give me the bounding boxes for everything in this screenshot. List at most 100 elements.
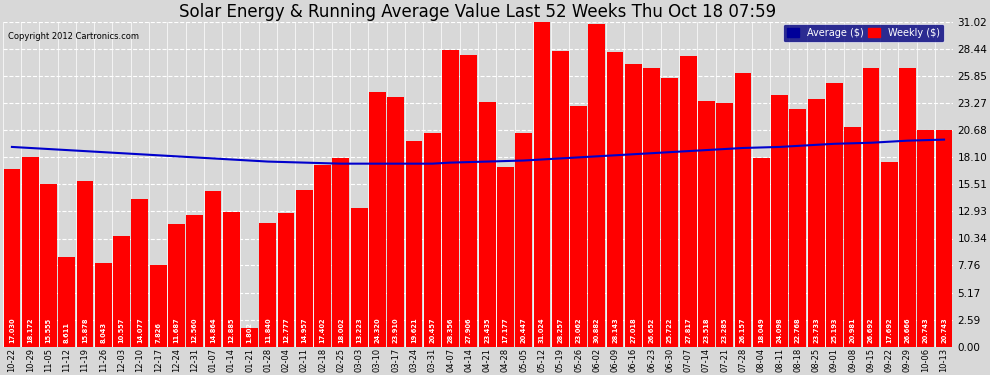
Bar xyxy=(918,130,935,346)
Text: 20.457: 20.457 xyxy=(430,318,436,344)
Bar xyxy=(242,328,258,346)
Bar xyxy=(771,95,788,346)
Title: Solar Energy & Running Average Value Last 52 Weeks Thu Oct 18 07:59: Solar Energy & Running Average Value Las… xyxy=(179,3,776,21)
Bar xyxy=(862,68,879,346)
Bar xyxy=(113,236,130,346)
Text: 28.257: 28.257 xyxy=(557,318,563,344)
Text: 17.177: 17.177 xyxy=(502,318,509,344)
Text: 24.098: 24.098 xyxy=(776,318,782,344)
Text: 25.193: 25.193 xyxy=(832,318,838,344)
Text: Copyright 2012 Cartronics.com: Copyright 2012 Cartronics.com xyxy=(8,32,139,41)
Bar xyxy=(752,158,769,347)
Bar xyxy=(314,165,331,346)
Text: 17.692: 17.692 xyxy=(886,318,892,344)
Text: 27.817: 27.817 xyxy=(685,318,691,344)
Text: 13.223: 13.223 xyxy=(356,318,362,344)
Text: 14.957: 14.957 xyxy=(301,318,307,344)
Bar xyxy=(40,184,56,346)
Bar xyxy=(296,190,313,346)
Bar xyxy=(515,133,532,346)
Text: 26.692: 26.692 xyxy=(868,318,874,344)
Bar xyxy=(350,209,367,346)
Bar xyxy=(460,55,477,346)
Bar xyxy=(680,56,697,346)
Text: 17.030: 17.030 xyxy=(9,318,15,344)
Text: 23.733: 23.733 xyxy=(813,318,819,344)
Bar xyxy=(844,127,861,346)
Text: 23.435: 23.435 xyxy=(484,318,490,344)
Bar xyxy=(551,51,568,346)
Text: 28.143: 28.143 xyxy=(612,318,618,344)
Bar xyxy=(333,158,349,346)
Bar xyxy=(443,50,459,346)
Text: 28.356: 28.356 xyxy=(447,318,453,344)
Text: 22.768: 22.768 xyxy=(795,318,801,344)
Bar xyxy=(881,162,898,346)
Bar xyxy=(497,167,514,346)
Bar xyxy=(607,53,624,346)
Text: 18.002: 18.002 xyxy=(338,318,344,344)
Text: 8.043: 8.043 xyxy=(100,322,106,344)
Text: 12.560: 12.560 xyxy=(192,318,198,344)
Text: 14.077: 14.077 xyxy=(137,318,143,344)
Text: 27.906: 27.906 xyxy=(466,318,472,344)
Bar xyxy=(186,215,203,346)
Text: 7.826: 7.826 xyxy=(155,322,161,344)
Bar xyxy=(570,105,587,346)
Bar xyxy=(132,200,148,346)
Text: 11.687: 11.687 xyxy=(173,318,179,344)
Text: 25.722: 25.722 xyxy=(667,318,673,344)
Bar xyxy=(205,191,222,346)
Bar xyxy=(698,101,715,346)
Bar xyxy=(76,181,93,346)
Text: 26.157: 26.157 xyxy=(740,318,746,344)
Bar xyxy=(644,68,660,347)
Bar xyxy=(899,68,916,347)
Legend: Average ($), Weekly ($): Average ($), Weekly ($) xyxy=(783,24,943,42)
Text: 20.743: 20.743 xyxy=(941,318,947,344)
Text: 27.018: 27.018 xyxy=(631,318,637,344)
Text: 14.864: 14.864 xyxy=(210,318,216,344)
Text: 23.518: 23.518 xyxy=(704,318,710,344)
Text: 23.910: 23.910 xyxy=(393,318,399,344)
Text: 18.049: 18.049 xyxy=(758,318,764,344)
Bar xyxy=(717,103,734,346)
Bar xyxy=(808,99,825,346)
Bar xyxy=(22,157,39,346)
Text: 23.062: 23.062 xyxy=(575,318,581,344)
Bar xyxy=(149,265,166,346)
Bar xyxy=(223,212,240,346)
Bar xyxy=(625,64,642,346)
Text: 1.802: 1.802 xyxy=(247,322,252,344)
Bar xyxy=(259,223,276,346)
Bar xyxy=(789,109,806,347)
Bar xyxy=(369,92,386,346)
Text: 20.743: 20.743 xyxy=(923,318,929,344)
Text: 8.611: 8.611 xyxy=(63,322,69,344)
Bar xyxy=(534,22,550,346)
Text: 26.652: 26.652 xyxy=(648,318,654,344)
Text: 20.981: 20.981 xyxy=(849,318,855,344)
Bar xyxy=(4,169,21,346)
Text: 30.882: 30.882 xyxy=(594,318,600,344)
Text: 26.666: 26.666 xyxy=(905,318,911,344)
Text: 19.621: 19.621 xyxy=(411,318,417,344)
Bar xyxy=(387,97,404,346)
Bar xyxy=(406,141,423,346)
Bar xyxy=(735,73,751,347)
Text: 31.024: 31.024 xyxy=(539,318,545,344)
Bar xyxy=(424,133,441,346)
Bar xyxy=(58,256,75,346)
Text: 15.555: 15.555 xyxy=(46,318,51,344)
Text: 20.447: 20.447 xyxy=(521,318,527,344)
Text: 17.402: 17.402 xyxy=(320,318,326,344)
Bar xyxy=(588,24,605,346)
Bar xyxy=(661,78,678,347)
Text: 12.777: 12.777 xyxy=(283,318,289,344)
Text: 15.878: 15.878 xyxy=(82,318,88,344)
Text: 18.172: 18.172 xyxy=(27,318,34,344)
Text: 11.840: 11.840 xyxy=(264,318,271,344)
Bar xyxy=(277,213,294,346)
Text: 12.885: 12.885 xyxy=(229,318,235,344)
Bar xyxy=(936,130,952,346)
